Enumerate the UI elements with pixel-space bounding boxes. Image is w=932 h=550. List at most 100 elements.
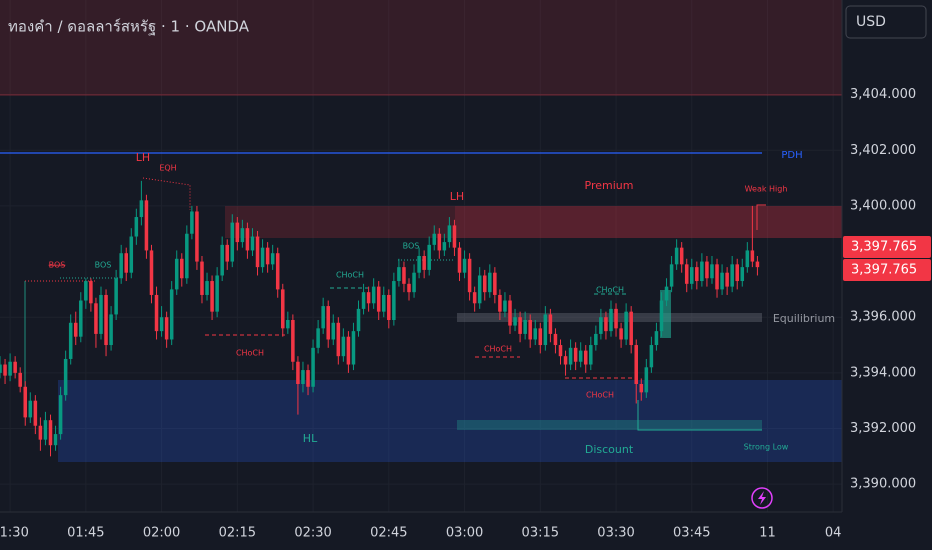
premium-zone	[455, 206, 842, 238]
label-hl: HL	[303, 432, 318, 445]
y-tick-label: 3,392.000	[850, 421, 916, 436]
currency-button-label[interactable]: USD	[856, 14, 886, 30]
candle-body	[371, 286, 376, 304]
candle-body	[48, 420, 53, 446]
candle-body	[104, 294, 108, 346]
axes: 3,390.000 3,392.000 3,394.000 3,396.000 3,40…	[0, 87, 916, 540]
candle-body	[558, 345, 563, 357]
candle-body	[599, 317, 603, 334]
candle-body	[164, 317, 169, 340]
candle-body	[139, 200, 144, 218]
candle-body	[0, 364, 2, 373]
label-bos: BOS	[49, 261, 66, 270]
candle-body	[63, 358, 68, 396]
candle-body	[210, 281, 214, 312]
candle-body	[296, 361, 300, 384]
label-choch: CHoCH	[586, 391, 614, 400]
label-premium: Premium	[585, 179, 634, 192]
candle-body	[114, 278, 118, 315]
label-strong-low: Strong Low	[744, 443, 789, 452]
candle-body	[604, 317, 608, 332]
candle-body	[533, 328, 538, 340]
candle-body	[346, 336, 351, 365]
candle-body	[109, 314, 113, 346]
candle-body	[447, 225, 452, 243]
candle-body	[695, 267, 699, 282]
candle-body	[255, 236, 260, 268]
candle-body	[407, 283, 411, 293]
candle-body	[624, 311, 628, 340]
candle-body	[503, 300, 507, 312]
candle-body	[573, 347, 578, 362]
label-choch: CHoCH	[236, 349, 264, 358]
grid	[0, 0, 842, 512]
candle-body	[134, 217, 139, 237]
candle-body	[341, 336, 346, 357]
candle-body	[715, 264, 719, 290]
candle-body	[366, 292, 371, 304]
candle-body	[659, 300, 664, 332]
candle-body	[654, 331, 659, 346]
candle-body	[437, 233, 442, 251]
candle-body	[225, 244, 229, 262]
candle-body	[159, 317, 164, 332]
candle-body	[528, 320, 532, 340]
x-tick-label: 02:45	[370, 526, 407, 541]
candle-body	[513, 317, 517, 326]
chart-title: ทองคำ / ดอลลาร์สหรัฐ · 1 · OANDA	[8, 18, 250, 36]
candle-body	[609, 308, 613, 332]
candle-body	[99, 294, 103, 334]
candle-body	[230, 222, 235, 262]
currency-button[interactable]	[845, 5, 927, 39]
candle-body	[594, 333, 598, 346]
candle-body	[442, 242, 447, 251]
candle-body	[498, 294, 502, 312]
candle-body	[432, 233, 437, 245]
candle-body	[735, 264, 739, 282]
candle-body	[265, 247, 270, 265]
candle-body	[169, 289, 174, 340]
candle-body	[185, 233, 189, 279]
candle-body	[619, 328, 623, 340]
y-tick-label: 3,394.000	[850, 365, 916, 380]
candle-body	[356, 308, 361, 332]
candle-body	[129, 236, 134, 273]
candle-body	[755, 261, 760, 268]
candle-body	[376, 286, 381, 312]
candle-body	[750, 250, 755, 262]
candle-body	[260, 247, 265, 268]
candle-body	[705, 261, 709, 279]
candle-body	[649, 345, 654, 368]
candle-body	[674, 247, 679, 265]
candle-body	[538, 328, 543, 346]
alert-icon[interactable]	[751, 487, 773, 509]
candle-body	[553, 333, 558, 346]
candle-body	[291, 320, 295, 362]
candle-body	[215, 275, 219, 312]
candle-body	[205, 281, 209, 295]
x-tick-label: 01:30	[0, 526, 29, 541]
candle-body	[316, 328, 320, 348]
candle-body	[301, 370, 305, 384]
candles	[0, 180, 760, 457]
candle-body	[462, 258, 467, 273]
candle-body	[482, 275, 487, 293]
candle-body	[614, 308, 618, 329]
candle-body	[563, 356, 568, 365]
candle-body	[387, 294, 391, 320]
x-tick-label: 03:15	[522, 526, 559, 541]
candle-body	[548, 314, 553, 334]
candle-body	[725, 272, 729, 287]
alert-icon-bolt	[758, 491, 766, 505]
x-tick-label: 02:00	[143, 526, 180, 541]
candle-body	[200, 261, 204, 295]
label-eqh: EQH	[159, 164, 176, 173]
candle-body	[43, 420, 48, 440]
candle-body	[275, 253, 280, 290]
candle-body	[336, 322, 341, 357]
candle-body	[422, 256, 426, 270]
candle-body	[427, 244, 431, 270]
candle-body	[84, 281, 88, 301]
candle-body	[669, 264, 674, 287]
